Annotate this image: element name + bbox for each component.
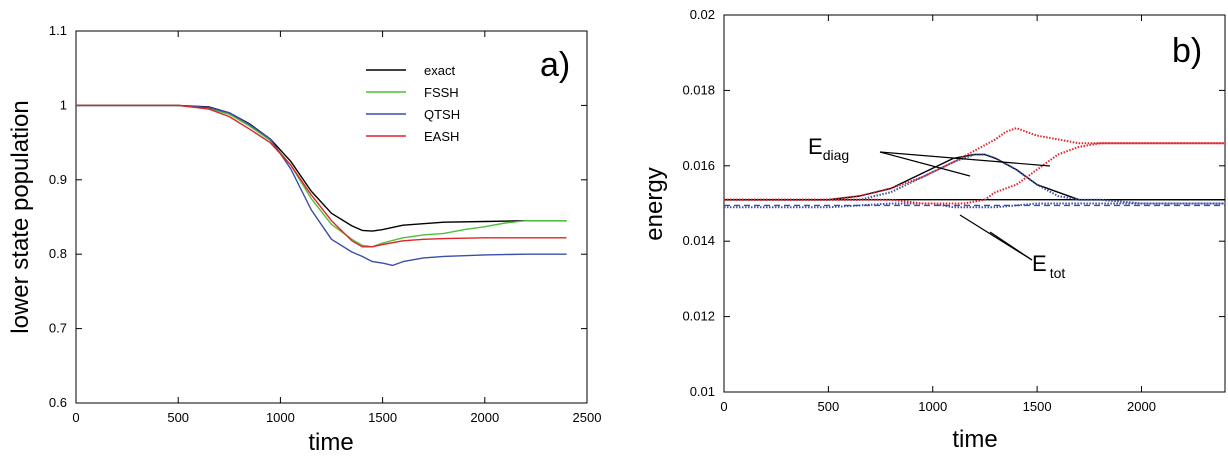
series-e-diag-line (724, 153, 1225, 201)
chart-a-panel-label: a) (540, 46, 570, 84)
series-qtsh-line (76, 104, 567, 267)
x-tick-label: 1000 (266, 410, 295, 425)
annotation-e-diag: Ediag (808, 134, 849, 163)
chart-a-ticks: 0 500 1000 1500 2000 2500 0.6 0.7 0.8 0.9 1 1.1 (49, 23, 602, 425)
x-tick-label: 2000 (1127, 399, 1156, 414)
chart-a-legend: exact FSSH QTSH EASH (366, 63, 460, 144)
y-tick-label: 0.014 (682, 233, 715, 248)
chart-a-y-axis-label: lower state population (7, 100, 34, 333)
x-tick-label: 1000 (918, 399, 947, 414)
y-tick-label: 0.9 (49, 172, 67, 187)
chart-a: 0 500 1000 1500 2000 2500 0.6 0.7 0.8 0.9 1 1.1 exa… (7, 23, 601, 456)
annotation-e-tot-sub: tot (1050, 265, 1066, 281)
series-fssh-line (76, 104, 567, 248)
y-tick-label: 1.1 (49, 23, 67, 38)
y-tick-label: 0.02 (690, 7, 715, 22)
x-tick-label: 2500 (573, 410, 602, 425)
chart-b-ticks: 0 500 1000 1500 2000 0.01 0.012 0.014 0.016 0.018… (682, 7, 1225, 414)
legend-label-exact: exact (424, 63, 455, 78)
chart-b-y-axis-label: energy (641, 167, 668, 240)
x-tick-label: 500 (167, 410, 189, 425)
legend-label-qtsh: QTSH (424, 107, 460, 122)
x-tick-label: 0 (720, 399, 727, 414)
y-tick-label: 0.01 (690, 384, 715, 399)
annotation-pointer-line (879, 151, 1051, 167)
annotation-e-diag-sub: diag (823, 147, 849, 163)
series-e-diag-line (724, 127, 1225, 201)
chart-a-frame (75, 30, 588, 404)
chart-b: 0 500 1000 1500 2000 0.01 0.012 0.014 0.016 0.018… (641, 7, 1226, 453)
chart-b-x-axis-label: time (952, 426, 997, 453)
x-tick-label: 2000 (470, 410, 499, 425)
y-tick-label: 0.8 (49, 246, 67, 261)
y-tick-label: 0.012 (682, 309, 715, 324)
chart-b-panel-label: b) (1172, 32, 1202, 70)
x-tick-label: 1500 (1023, 399, 1052, 414)
x-tick-label: 0 (72, 410, 79, 425)
legend-label-fssh: FSSH (424, 85, 459, 100)
annotation-e-diag-main: E (808, 134, 823, 159)
series-e-diag-line (724, 153, 1225, 205)
annotation-pointer-line (879, 151, 971, 177)
legend-label-eash: EASH (424, 129, 459, 144)
series-eash-line (76, 104, 567, 248)
series-e-tot-line (724, 202, 1225, 209)
chart-b-series (724, 127, 1225, 209)
y-tick-label: 0.018 (682, 82, 715, 97)
y-tick-label: 0.016 (682, 158, 715, 173)
y-tick-label: 0.6 (49, 395, 67, 410)
x-tick-label: 1500 (368, 410, 397, 425)
chart-a-x-axis-label: time (308, 429, 353, 456)
chart-a-series (76, 104, 567, 267)
annotation-e-tot-main: E (1032, 251, 1047, 276)
y-tick-label: 1 (60, 97, 67, 112)
y-tick-label: 0.7 (49, 321, 67, 336)
chart-b-annotation-pointers (879, 151, 1051, 261)
x-tick-label: 500 (818, 399, 840, 414)
annotation-pointer-line (959, 214, 1033, 261)
series-e-tot-line (724, 142, 1225, 205)
